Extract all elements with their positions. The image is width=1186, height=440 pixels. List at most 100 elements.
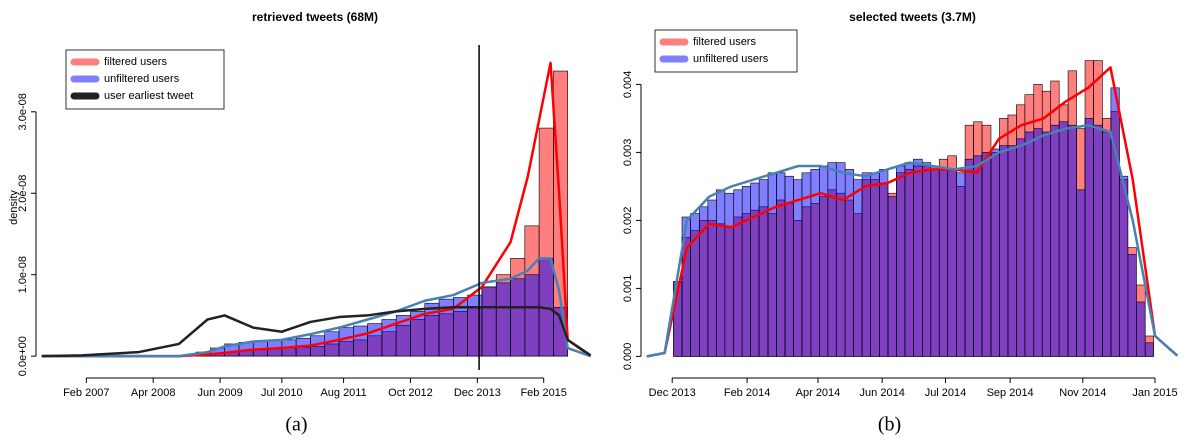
bar: [510, 278, 526, 357]
bar: [733, 189, 743, 357]
y-tick-label: 0.000: [622, 343, 634, 371]
bar: [1093, 124, 1103, 357]
bar: [801, 172, 812, 357]
bar: [776, 172, 786, 357]
y-tick-label: 0.003: [622, 139, 634, 167]
bar: [495, 282, 511, 357]
x-tick-label: Nov 2014: [1059, 387, 1106, 399]
bar: [938, 169, 949, 357]
x-tick-label: Jun 2009: [197, 387, 242, 399]
x-tick-label: Dec 2013: [649, 387, 696, 399]
y-tick-label: 0.0e+00: [17, 336, 29, 376]
density-curve: [41, 306, 592, 358]
x-tick-label: Apr 2008: [131, 387, 176, 399]
bar: [922, 162, 932, 357]
bar: [930, 165, 940, 357]
legend-label: user earliest tweet: [104, 90, 193, 102]
legend-label: filtered users: [693, 36, 756, 48]
bar: [827, 162, 837, 357]
bar: [1033, 128, 1043, 357]
bar: [1144, 342, 1154, 357]
bar: [1084, 118, 1094, 357]
bar: [1016, 138, 1026, 357]
bar: [1127, 254, 1137, 357]
bar: [810, 169, 820, 357]
bar: [956, 172, 966, 357]
bar: [741, 186, 751, 357]
caption: (b): [878, 414, 901, 436]
legend: filtered users unfiltered users user earli…: [65, 49, 225, 110]
bar: [1050, 124, 1060, 357]
legend: filtered users unfiltered users: [654, 29, 798, 73]
bar: [887, 196, 897, 357]
bar: [999, 145, 1009, 357]
panel: retrieved tweets (68M) (a) density 0.0e+00 1…: [8, 10, 592, 436]
x-tick-label: Sep 2014: [987, 387, 1034, 399]
bar: [1102, 131, 1112, 357]
x-tick-label: Aug 2011: [320, 387, 366, 399]
bar: [896, 165, 906, 357]
bar: [353, 325, 368, 357]
bar: [981, 152, 992, 357]
legend-box: [654, 29, 798, 73]
bar: [861, 172, 871, 357]
bar: [481, 286, 497, 357]
y-tick-label: 2.0e-08: [17, 175, 29, 212]
legend-label: unfiltered users: [693, 53, 769, 65]
panel: selected tweets (3.7M) (b) 0.000 0.001 0.002…: [622, 10, 1179, 436]
x-tick-label: Feb 2007: [63, 387, 109, 399]
y-tick-label: 0.004: [622, 71, 634, 99]
density-curve: [646, 66, 1179, 358]
bar: [835, 162, 846, 357]
bar: [1058, 121, 1069, 357]
bar: [913, 158, 923, 357]
x-tick-label: Dec 2013: [454, 387, 501, 399]
bar: [1136, 301, 1146, 357]
x-tick-label: Oct 2012: [388, 387, 433, 399]
bar: [324, 331, 340, 357]
bar: [716, 189, 726, 357]
x-tick-label: Jul 2014: [925, 387, 967, 399]
y-tick-label: 1.0e-08: [17, 256, 29, 293]
bar: [879, 169, 889, 357]
bar: [853, 179, 863, 357]
bar: [1024, 131, 1035, 357]
bar: [990, 148, 1000, 357]
bar: [1076, 189, 1086, 357]
bar: [947, 169, 957, 357]
chart-title: selected tweets (3.7M): [849, 10, 976, 24]
x-tick-label: Feb 2014: [724, 387, 770, 399]
density-curve: [646, 123, 1179, 358]
bar: [973, 155, 983, 357]
legend-label: filtered users: [104, 56, 167, 68]
bar: [1110, 87, 1120, 357]
x-tick-label: Jun 2014: [860, 387, 905, 399]
bar: [758, 179, 769, 357]
bar: [724, 192, 735, 357]
bar: [870, 172, 880, 357]
y-axis-label: density: [8, 190, 20, 225]
y-tick-label: 3.0e-08: [17, 93, 29, 130]
bar: [793, 179, 803, 357]
bar: [767, 172, 777, 357]
bar: [1067, 124, 1077, 357]
bar: [964, 158, 974, 357]
caption: (a): [285, 414, 307, 436]
bar: [904, 162, 914, 357]
x-tick-label: Feb 2015: [520, 387, 566, 399]
legend-label: unfiltered users: [104, 73, 180, 85]
bar: [524, 274, 540, 357]
bar: [1041, 131, 1052, 357]
x-tick-label: Jul 2010: [261, 387, 303, 399]
bar: [338, 327, 354, 357]
x-tick-label: Jan 2015: [1132, 387, 1177, 399]
bar: [1007, 145, 1017, 357]
density-curve: [41, 257, 591, 358]
x-tick-label: Apr 2014: [796, 387, 841, 399]
bar: [750, 182, 760, 357]
y-tick-label: 0.002: [622, 207, 634, 235]
y-tick-label: 0.001: [622, 275, 634, 303]
chart-title: retrieved tweets (68M): [252, 10, 378, 24]
